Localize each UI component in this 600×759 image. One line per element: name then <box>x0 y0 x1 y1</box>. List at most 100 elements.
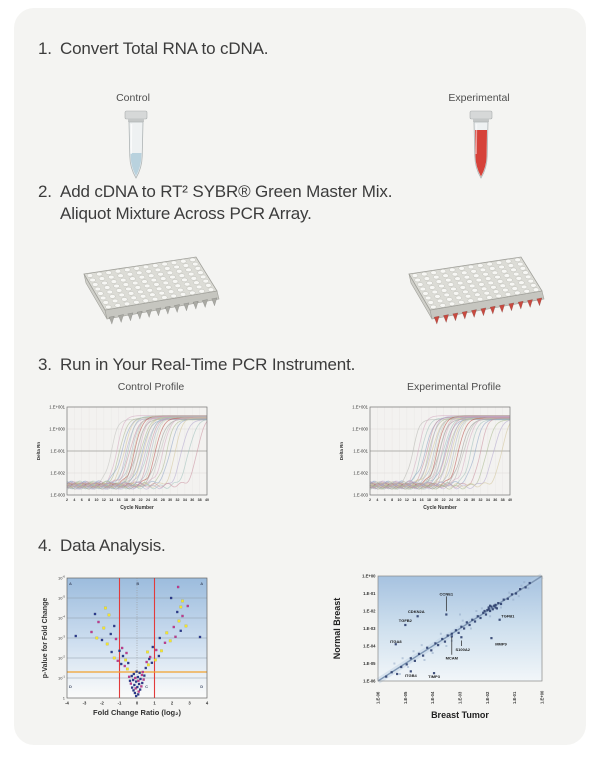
control-pcr-array-plate <box>83 256 220 325</box>
svg-text:Cycle Number: Cycle Number <box>423 505 457 511</box>
control-tube-icon <box>124 110 148 179</box>
svg-text:1.E-01: 1.E-01 <box>363 591 376 596</box>
svg-text:32: 32 <box>479 498 483 502</box>
svg-text:Delta Rn: Delta Rn <box>36 442 41 461</box>
svg-text:1.E-02: 1.E-02 <box>485 691 490 704</box>
svg-text:22: 22 <box>442 498 446 502</box>
svg-text:1.E-04: 1.E-04 <box>430 691 435 704</box>
svg-text:38: 38 <box>501 498 505 502</box>
svg-text:26: 26 <box>456 498 460 502</box>
svg-text:8: 8 <box>391 498 393 502</box>
svg-text:16: 16 <box>420 498 424 502</box>
svg-text:3: 3 <box>188 701 191 706</box>
svg-text:36: 36 <box>190 498 194 502</box>
workflow-card: 1. Convert Total RNA to cDNA. Control Exp… <box>14 8 586 745</box>
experimental-profile-chart-title: Experimental Profile <box>407 381 501 393</box>
svg-text:MCAM: MCAM <box>446 656 459 661</box>
svg-text:10-2: 10-2 <box>58 655 65 661</box>
svg-text:2: 2 <box>171 701 174 706</box>
step-4: 4. Data Analysis. <box>38 535 166 557</box>
svg-text:TGFB1: TGFB1 <box>501 614 515 619</box>
svg-text:16: 16 <box>117 498 121 502</box>
svg-text:32: 32 <box>176 498 180 502</box>
svg-text:-1: -1 <box>118 701 122 706</box>
control-liquid <box>130 153 142 176</box>
svg-text:C: C <box>145 684 148 689</box>
step-2-number: 2. <box>38 182 52 201</box>
svg-text:10: 10 <box>397 498 401 502</box>
svg-text:1.E+001: 1.E+001 <box>352 404 368 409</box>
svg-text:1.E-05: 1.E-05 <box>403 691 408 704</box>
svg-text:MMP9: MMP9 <box>495 642 507 647</box>
step-2-title: Add cDNA to RT² SYBR® Green Master Mix. <box>60 182 393 201</box>
svg-text:-4: -4 <box>65 701 69 706</box>
svg-text:2: 2 <box>369 498 371 502</box>
svg-text:18: 18 <box>124 498 128 502</box>
experimental-tube-label: Experimental <box>448 92 510 104</box>
svg-text:14: 14 <box>412 498 416 502</box>
svg-text:1.E-05: 1.E-05 <box>363 661 376 666</box>
svg-text:26: 26 <box>153 498 157 502</box>
svg-text:30: 30 <box>471 498 475 502</box>
svg-text:1.E-001: 1.E-001 <box>353 448 368 453</box>
svg-text:ITGA8: ITGA8 <box>390 639 403 644</box>
svg-text:10: 10 <box>94 498 98 502</box>
svg-text:20: 20 <box>434 498 438 502</box>
step-1-title: Convert Total RNA to cDNA. <box>60 39 269 58</box>
svg-text:14: 14 <box>109 498 113 502</box>
control-profile-chart-title: Control Profile <box>117 381 185 393</box>
step-3-title: Run in Your Real-Time PCR Instrument. <box>60 355 356 374</box>
volcano-plot: A B AD C D10-610-510-410-310-210-11-4 -3 -2 -1 0… <box>42 575 209 717</box>
svg-text:40: 40 <box>205 498 209 502</box>
svg-text:TIMP3: TIMP3 <box>428 674 441 679</box>
svg-text:D: D <box>200 684 203 689</box>
svg-text:34: 34 <box>486 498 490 502</box>
svg-text:6: 6 <box>384 498 386 502</box>
svg-text:1.E+00: 1.E+00 <box>362 573 376 578</box>
svg-text:-3: -3 <box>83 701 87 706</box>
svg-text:10-3: 10-3 <box>58 635 65 641</box>
svg-text:4: 4 <box>376 498 378 502</box>
svg-text:0: 0 <box>136 701 139 706</box>
svg-text:1: 1 <box>153 701 156 706</box>
svg-text:34: 34 <box>183 498 187 502</box>
svg-text:1.E-001: 1.E-001 <box>50 448 65 453</box>
svg-text:24: 24 <box>449 498 453 502</box>
experimental-pcr-array-plate <box>408 256 545 325</box>
svg-text:4: 4 <box>206 701 209 706</box>
step-3-number: 3. <box>38 355 52 374</box>
svg-text:10-6: 10-6 <box>58 575 65 581</box>
experimental-tube-icon <box>469 110 493 179</box>
svg-text:1: 1 <box>63 695 66 700</box>
svg-text:24: 24 <box>146 498 150 502</box>
svg-text:1.E-003: 1.E-003 <box>353 492 368 497</box>
tumor-vs-normal-scatter-plot: CCNE1 CDKN2A TGFB2 ITGA8 ITGB4 TIMP3 MCAM S100A… <box>332 573 545 720</box>
step-1: 1. Convert Total RNA to cDNA. <box>38 38 269 60</box>
svg-text:1.E+000: 1.E+000 <box>352 426 368 431</box>
svg-text:22: 22 <box>139 498 143 502</box>
svg-text:TGFB2: TGFB2 <box>399 618 413 623</box>
svg-text:2: 2 <box>66 498 68 502</box>
svg-text:1.E-002: 1.E-002 <box>353 470 368 475</box>
svg-text:36: 36 <box>493 498 497 502</box>
svg-text:30: 30 <box>168 498 172 502</box>
svg-text:Fold Change Ratio (log₂): Fold Change Ratio (log₂) <box>93 708 181 717</box>
svg-text:10-1: 10-1 <box>58 675 65 681</box>
svg-text:p-Value for Fold Change: p-Value for Fold Change <box>42 598 49 679</box>
step-2-title-line2: Aliquot Mixture Across PCR Array. <box>60 204 312 223</box>
svg-text:12: 12 <box>405 498 409 502</box>
svg-text:B: B <box>136 581 139 586</box>
svg-text:4: 4 <box>73 498 75 502</box>
svg-text:CDKN2A: CDKN2A <box>408 609 425 614</box>
svg-text:A: A <box>69 581 72 586</box>
svg-text:6: 6 <box>81 498 83 502</box>
svg-text:ITGB4: ITGB4 <box>405 673 418 678</box>
step-4-title: Data Analysis. <box>60 536 166 555</box>
svg-text:28: 28 <box>161 498 165 502</box>
control-tube-label: Control <box>116 92 150 104</box>
svg-text:1.E-06: 1.E-06 <box>376 691 381 704</box>
svg-text:1.E-003: 1.E-003 <box>50 492 65 497</box>
svg-text:Breast Tumor: Breast Tumor <box>431 710 489 720</box>
